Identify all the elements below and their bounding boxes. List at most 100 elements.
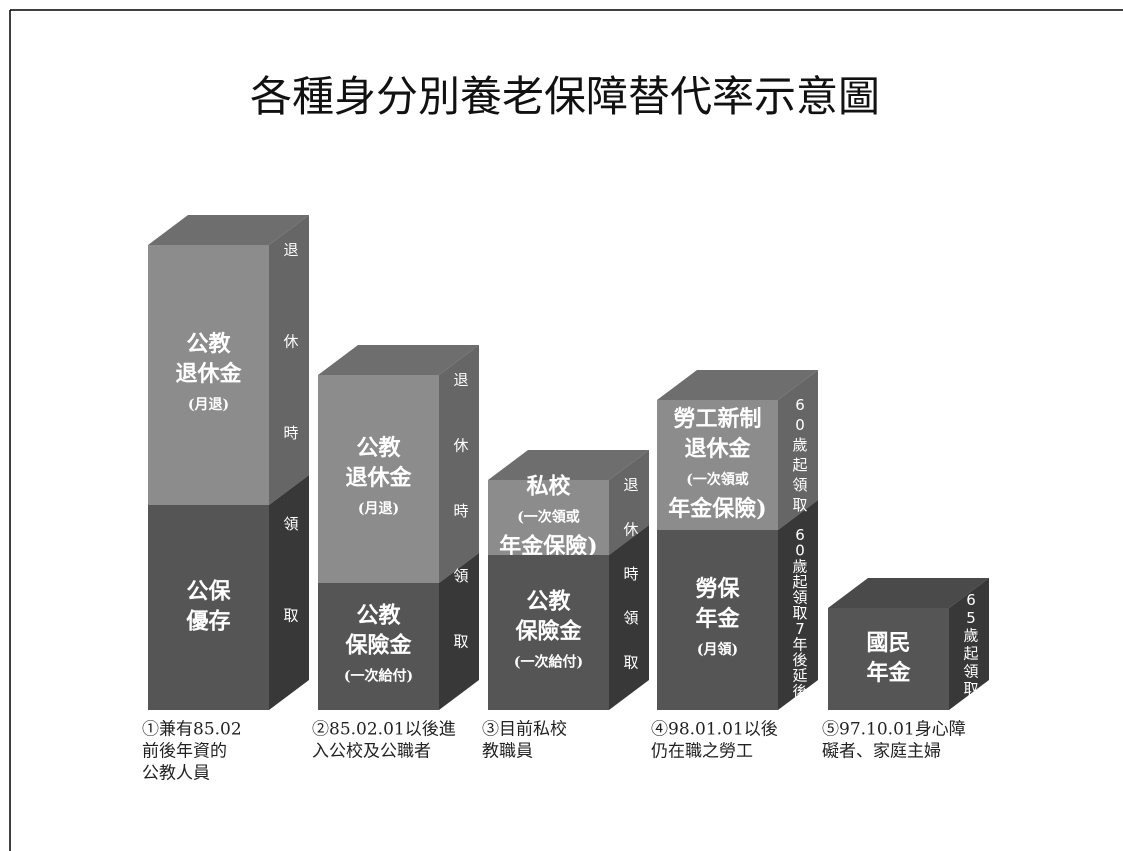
segment-label: (一次給付) xyxy=(514,654,583,671)
side-char: 領 xyxy=(963,662,978,680)
segment-label: 公教 xyxy=(186,331,231,357)
segment-label: (一次給付) xyxy=(344,668,413,685)
side-char: 退 xyxy=(453,371,468,389)
side-char: 領 xyxy=(283,515,298,533)
side-char: 領 xyxy=(623,609,638,627)
side-char: 休 xyxy=(283,332,298,350)
caption: ⑤97.10.01身心障 xyxy=(822,720,966,740)
segment-label: 優存 xyxy=(185,609,230,635)
side-char: 取 xyxy=(792,604,807,622)
side-text: 6 0 歲起領取 7 年後延後 xyxy=(792,526,807,700)
block-side xyxy=(269,215,309,505)
caption: ②85.02.01以後進 xyxy=(312,720,456,740)
segment-label: (月領) xyxy=(697,641,738,658)
block-front xyxy=(828,608,949,710)
segment-label: (一次領或 xyxy=(517,509,580,526)
block-side xyxy=(269,475,309,710)
side-char: 領 xyxy=(792,476,807,494)
segment-label: 勞工新制 xyxy=(673,406,761,432)
side-char: 延 xyxy=(792,666,807,684)
caption: 仍在職之勞工 xyxy=(651,742,753,762)
segment-label: (月退) xyxy=(358,501,399,517)
segment-label: 保險金 xyxy=(344,633,412,659)
side-char: 起 xyxy=(792,456,807,474)
caption: ①兼有85.02 xyxy=(142,720,242,740)
block-top xyxy=(148,215,309,245)
segment-label: 公教 xyxy=(356,603,401,629)
side-char: 歲 xyxy=(963,626,978,644)
block-front xyxy=(488,480,609,555)
side-char: 年 xyxy=(792,635,807,653)
segment-label: 保險金 xyxy=(514,619,582,645)
segment-label: 勞保 xyxy=(695,576,740,602)
side-char: 0 xyxy=(795,541,805,559)
block-side xyxy=(778,500,818,710)
side-text: 退休時領取 xyxy=(623,476,638,672)
block-top xyxy=(828,578,989,608)
side-char: 退 xyxy=(283,241,298,259)
block-front xyxy=(318,583,439,710)
side-char: 領 xyxy=(792,588,807,606)
side-text: 6 0 歲起領取 xyxy=(792,396,807,514)
segment-label: 公保 xyxy=(186,579,231,605)
block-side xyxy=(439,345,479,583)
caption: 入公校及公職者 xyxy=(312,742,431,762)
side-char: 取 xyxy=(623,653,638,671)
block-front xyxy=(148,505,269,710)
side-char: 7 xyxy=(795,619,805,637)
caption: ③目前私校 xyxy=(482,720,567,740)
block-top xyxy=(488,450,649,480)
side-char: 退 xyxy=(623,476,638,494)
segment-label: 退休金 xyxy=(684,436,751,462)
side-text: 退休時領取 xyxy=(453,371,468,651)
segment-label: (一次領或 xyxy=(686,471,749,488)
segment-label: 年金 xyxy=(866,660,911,686)
block-front xyxy=(657,400,778,530)
segment-label: 退休金 xyxy=(345,465,412,491)
segment-label: 年金保險) xyxy=(668,496,766,522)
caption: 教職員 xyxy=(482,742,533,762)
side-char: 時 xyxy=(453,501,468,519)
caption: ④98.01.01以後 xyxy=(651,720,778,740)
block-side xyxy=(778,370,818,530)
side-text: 6 5 歲起領取 xyxy=(963,591,978,698)
title: 各種身分別養老保障替代率示意圖 xyxy=(250,72,880,121)
block-side xyxy=(609,450,649,555)
block-side xyxy=(949,578,989,710)
side-char: 6 xyxy=(795,526,805,544)
side-char: 取 xyxy=(963,680,978,698)
side-char: 起 xyxy=(792,572,807,590)
segment-label: 年金 xyxy=(695,606,740,632)
block-front xyxy=(657,530,778,710)
side-char: 後 xyxy=(792,682,807,700)
block-front xyxy=(488,555,609,710)
segment-label: 私校 xyxy=(526,474,571,500)
segment-label: 公教 xyxy=(526,589,571,615)
segment-label: 國民 xyxy=(866,630,910,656)
segment-label: 退休金 xyxy=(175,361,242,387)
side-char: 時 xyxy=(623,564,638,582)
side-char: 5 xyxy=(966,608,976,626)
side-char: 取 xyxy=(283,606,298,624)
side-char: 時 xyxy=(283,423,298,441)
side-char: 6 xyxy=(795,396,805,414)
segment-label: (月退) xyxy=(188,397,229,413)
caption: 公教人員 xyxy=(142,764,210,784)
block-side xyxy=(439,553,479,710)
side-char: 歲 xyxy=(792,557,807,575)
side-char: 後 xyxy=(792,651,807,669)
side-char: 取 xyxy=(453,632,468,650)
block-front xyxy=(148,245,269,505)
side-char: 取 xyxy=(792,496,807,514)
block-side xyxy=(609,525,649,710)
side-char: 休 xyxy=(453,436,468,454)
block-top xyxy=(657,370,818,400)
side-char: 6 xyxy=(966,591,976,609)
side-char: 0 xyxy=(795,416,805,434)
side-char: 領 xyxy=(453,567,468,585)
block-front xyxy=(318,375,439,583)
side-text: 退休時領取 xyxy=(283,241,298,625)
caption: 前後年資的 xyxy=(142,742,227,762)
block-top xyxy=(318,345,479,375)
